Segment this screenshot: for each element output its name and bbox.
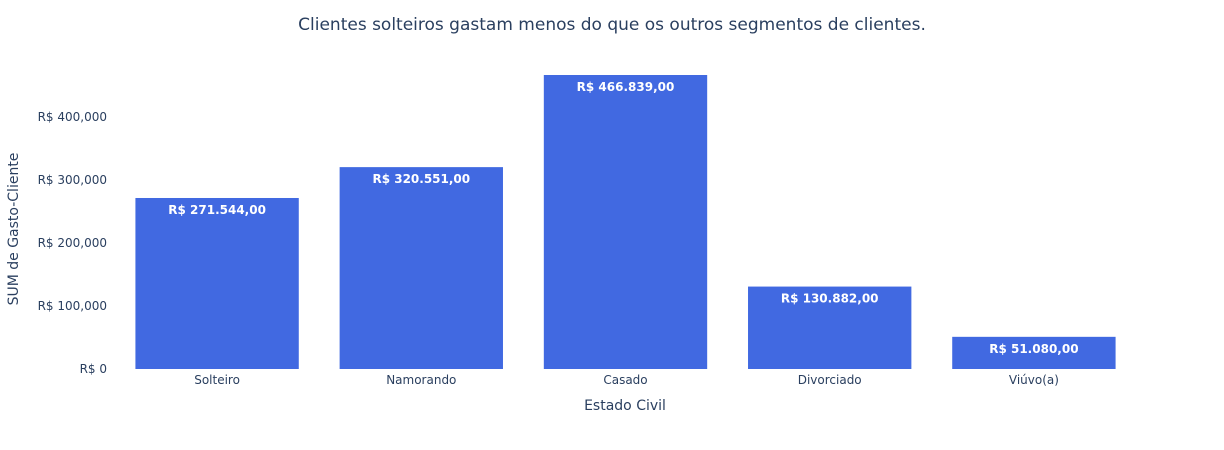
y-tick-label: R$ 400,000 [38,110,107,124]
bar-3 [748,286,912,369]
y-axis: R$ 0 R$ 100,000 R$ 200,000 R$ 300,000 R$ 400… [38,110,107,376]
x-tick-label: Casado [603,373,647,387]
y-tick-label: R$ 300,000 [38,173,107,187]
x-tick-label: Namorando [386,373,456,387]
bar-1 [339,167,503,369]
y-axis-title: SUM de Gasto-Cliente [6,153,22,306]
y-tick-label: R$ 200,000 [38,236,107,250]
x-tick-label: Solteiro [194,373,240,387]
x-axis-title: Estado Civil [584,398,666,414]
bar-data-label: R$ 320.551,00 [372,172,470,186]
y-tick-label: R$ 100,000 [38,299,107,313]
bar-2 [543,75,708,369]
bar-data-label: R$ 130.882,00 [781,292,879,306]
bars-group: R$ 271.544,00 R$ 320.551,00 R$ 466.839,00 R… [135,75,1116,369]
bar-data-label: R$ 466.839,00 [577,80,675,94]
bar-4 [952,336,1116,369]
x-tick-label: Divorciado [798,373,862,387]
x-axis: Solteiro Namorando Casado Divorciado Viúvo(a… [194,373,1059,387]
x-tick-label: Viúvo(a) [1009,373,1059,387]
bar-data-label: R$ 271.544,00 [168,203,266,217]
bar-data-label: R$ 51.080,00 [989,342,1078,356]
chart-title: Clientes solteiros gastam menos do que o… [298,15,926,35]
y-tick-label: R$ 0 [80,362,107,376]
bar-0 [135,197,299,369]
